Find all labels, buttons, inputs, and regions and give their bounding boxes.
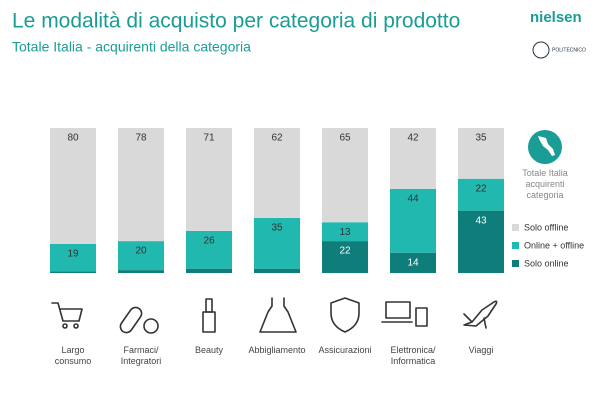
- bar-segment: [50, 128, 96, 244]
- bar-segment: [458, 128, 504, 179]
- data-label: 65: [339, 133, 351, 144]
- bar-segment: [390, 128, 436, 189]
- x-tick-label: Largo consumo: [54, 345, 92, 366]
- data-label: 22: [475, 183, 487, 194]
- category-icons: [51, 297, 498, 334]
- x-tick-label: Viaggi: [468, 345, 494, 355]
- chart-subtitle: Totale Italia - acquirenti della categor…: [12, 39, 251, 55]
- data-label: 44: [407, 194, 419, 205]
- data-label: 35: [475, 133, 487, 144]
- data-label: 42: [407, 133, 419, 144]
- logo-politecnico: POLITECNICO: [552, 47, 586, 53]
- x-tick-label: Assicurazioni: [318, 345, 372, 355]
- note: Totale Italia acquirenti categoria: [522, 168, 568, 200]
- bar-segment: [254, 268, 300, 273]
- data-label: 43: [475, 215, 487, 226]
- chart-title: Le modalità di acquisto per categoria di…: [12, 10, 460, 33]
- bar-segment: [458, 210, 504, 273]
- bar-segment: [186, 268, 232, 273]
- logo-nielsen: nielsen: [530, 9, 582, 26]
- legend-label: Solo online: [524, 258, 569, 268]
- data-label: 71: [203, 133, 215, 144]
- bar-segment: [254, 128, 300, 218]
- bar-segment: [458, 178, 504, 211]
- bar-segment: [322, 222, 368, 242]
- data-label: 13: [339, 227, 351, 238]
- data-label: 80: [67, 133, 79, 144]
- data-label: 26: [203, 236, 215, 247]
- bar-segment: [186, 128, 232, 231]
- data-label: 35: [271, 223, 283, 234]
- bar-segment: [50, 271, 96, 273]
- x-tick-label: Elettronica/ Informatica: [390, 345, 436, 366]
- data-label: 14: [407, 257, 419, 268]
- legend-swatch: [512, 224, 519, 231]
- legend-swatch: [512, 242, 519, 249]
- data-label: 19: [67, 249, 79, 260]
- data-label: 22: [339, 246, 351, 257]
- bar-segment: [50, 244, 96, 272]
- bar-segment: [254, 217, 300, 269]
- bar-segment: [390, 252, 436, 273]
- italy-icon: [538, 136, 555, 156]
- x-tick-label: Beauty: [194, 345, 224, 355]
- bar-segment: [186, 230, 232, 269]
- bar-segment: [118, 270, 164, 273]
- data-label: 78: [135, 133, 147, 144]
- legend-label: Online + offline: [524, 240, 584, 250]
- bar-segment: [322, 128, 368, 223]
- data-label: 62: [271, 133, 283, 144]
- x-tick-label: Farmaci/ Integratori: [120, 345, 162, 366]
- data-label: 20: [135, 246, 147, 257]
- bar-segment: [322, 241, 368, 273]
- bar-segment: [118, 241, 164, 271]
- legend-swatch: [512, 260, 519, 267]
- legend-label: Solo offline: [524, 222, 568, 232]
- bar-segment: [390, 188, 436, 253]
- x-tick-label: Abbigliamento: [248, 345, 306, 355]
- logo-seal: [532, 41, 550, 59]
- bar-segment: [118, 128, 164, 242]
